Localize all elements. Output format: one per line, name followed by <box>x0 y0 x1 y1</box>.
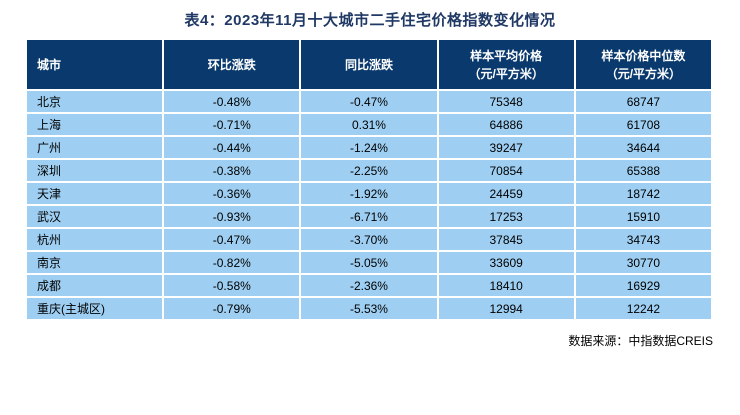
value-cell: -2.36% <box>299 273 439 298</box>
source-note: 数据来源：中指数据CREIS <box>568 334 713 348</box>
table-row: 深圳 -0.38% -2.25% 70854 65388 <box>24 158 714 183</box>
city-cell: 上海 <box>24 112 165 137</box>
city-cell: 杭州 <box>24 227 165 252</box>
table-row: 上海 -0.71% 0.31% 64886 61708 <box>24 112 714 137</box>
value-cell: -0.71% <box>162 112 302 137</box>
value-cell: -0.82% <box>162 250 302 275</box>
header-cell-mom-change: 环比涨跌 <box>162 38 302 91</box>
city-cell: 重庆(主城区) <box>24 296 165 321</box>
value-cell: -0.38% <box>162 158 302 183</box>
value-cell: 0.31% <box>299 112 439 137</box>
city-cell: 南京 <box>24 250 165 275</box>
table-row: 杭州 -0.47% -3.70% 37845 34743 <box>24 227 714 252</box>
city-cell: 武汉 <box>24 204 165 229</box>
table-header-row: 城市 环比涨跌 同比涨跌 样本平均价格 （元/平方米） <box>24 38 714 91</box>
value-cell: -2.25% <box>299 158 439 183</box>
header-cell-avg-price: 样本平均价格 （元/平方米） <box>436 38 576 91</box>
header-label: 环比涨跌 <box>207 57 256 72</box>
value-cell: 30770 <box>573 250 714 275</box>
value-cell: 18410 <box>436 273 576 298</box>
header-cell-city: 城市 <box>24 38 165 91</box>
value-cell: 17253 <box>436 204 576 229</box>
page-title: 表4：2023年11月十大城市二手住宅价格指数变化情况 <box>184 12 556 29</box>
city-cell: 广州 <box>24 135 165 160</box>
city-cell: 天津 <box>24 181 165 206</box>
value-cell: -1.92% <box>299 181 439 206</box>
table-row: 北京 -0.48% -0.47% 75348 68747 <box>24 89 714 114</box>
city-cell: 北京 <box>24 89 165 114</box>
value-cell: -0.93% <box>162 204 302 229</box>
value-cell: -5.53% <box>299 296 439 321</box>
value-cell: -0.47% <box>162 227 302 252</box>
value-cell: 12242 <box>573 296 714 321</box>
table-container: 城市 环比涨跌 同比涨跌 样本平均价格 （元/平方米） <box>24 38 715 321</box>
value-cell: -3.70% <box>299 227 439 252</box>
header-sublabel: （元/平方米） <box>468 66 544 81</box>
value-cell: -0.44% <box>162 135 302 160</box>
table-row: 成都 -0.58% -2.36% 18410 16929 <box>24 273 714 298</box>
header-label: 样本平均价格 <box>470 48 543 63</box>
table-body: 北京 -0.48% -0.47% 75348 68747 上海 -0.71% 0.31% 648… <box>24 89 714 321</box>
header-label: 城市 <box>37 57 62 72</box>
table-row: 天津 -0.36% -1.92% 24459 18742 <box>24 181 714 206</box>
table-row: 武汉 -0.93% -6.71% 17253 15910 <box>24 204 714 229</box>
value-cell: 70854 <box>436 158 576 183</box>
value-cell: 15910 <box>573 204 714 229</box>
header-label: 样本价格中位数 <box>601 48 686 63</box>
value-cell: -0.58% <box>162 273 302 298</box>
value-cell: -1.24% <box>299 135 439 160</box>
value-cell: 39247 <box>436 135 576 160</box>
value-cell: -0.79% <box>162 296 302 321</box>
header-label: 同比涨跌 <box>344 57 393 72</box>
value-cell: -0.47% <box>299 89 439 114</box>
value-cell: -0.36% <box>162 181 302 206</box>
value-cell: 18742 <box>573 181 714 206</box>
table-row: 广州 -0.44% -1.24% 39247 34644 <box>24 135 714 160</box>
value-cell: 37845 <box>436 227 576 252</box>
value-cell: 34644 <box>573 135 714 160</box>
table-header: 城市 环比涨跌 同比涨跌 样本平均价格 （元/平方米） <box>24 38 714 91</box>
value-cell: 64886 <box>436 112 576 137</box>
value-cell: -0.48% <box>162 89 302 114</box>
city-cell: 深圳 <box>24 158 165 183</box>
value-cell: 24459 <box>436 181 576 206</box>
value-cell: -5.05% <box>299 250 439 275</box>
value-cell: 33609 <box>436 250 576 275</box>
header-cell-yoy-change: 同比涨跌 <box>299 38 439 91</box>
value-cell: -6.71% <box>299 204 439 229</box>
header-cell-median-price: 样本价格中位数 （元/平方米） <box>573 38 714 91</box>
header-sublabel: （元/平方米） <box>605 66 682 81</box>
value-cell: 34743 <box>573 227 714 252</box>
value-cell: 68747 <box>573 89 714 114</box>
value-cell: 16929 <box>573 273 714 298</box>
city-cell: 成都 <box>24 273 165 298</box>
table-row: 南京 -0.82% -5.05% 33609 30770 <box>24 250 714 275</box>
value-cell: 75348 <box>436 89 576 114</box>
value-cell: 65388 <box>573 158 714 183</box>
value-cell: 12994 <box>436 296 576 321</box>
value-cell: 61708 <box>573 112 714 137</box>
table-row: 重庆(主城区) -0.79% -5.53% 12994 12242 <box>24 296 714 321</box>
data-table: 城市 环比涨跌 同比涨跌 样本平均价格 （元/平方米） <box>24 38 714 321</box>
